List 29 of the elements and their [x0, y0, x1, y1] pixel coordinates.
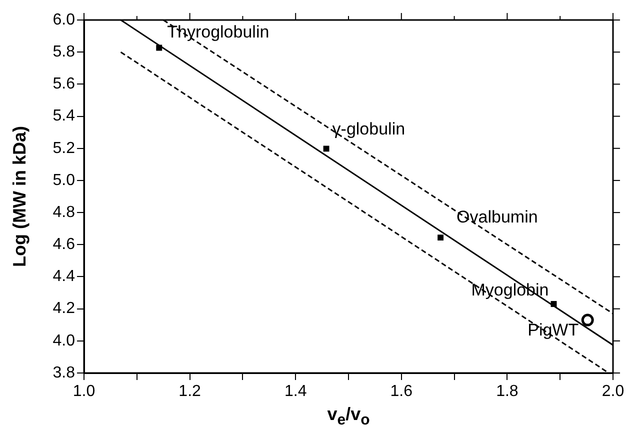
annotation: γ-globulin: [332, 119, 406, 138]
y-tick-label: 4.2: [52, 300, 76, 318]
x-tick-label: 2.0: [602, 383, 624, 400]
point: [438, 234, 444, 241]
x-tick-label: 1.0: [72, 383, 96, 400]
x-tick-label: 1.6: [390, 383, 413, 400]
point: [323, 146, 330, 152]
x-tick-label: 1.8: [496, 383, 518, 400]
y-tick-label: 4.8: [52, 204, 76, 221]
x-axis-title: v$_{e}$/v$_{o}$: [326, 404, 371, 429]
annotation: Thyroglobulin: [167, 22, 270, 42]
annotation: PigWT: [528, 320, 579, 340]
x-tick-label: 1.2: [178, 383, 202, 400]
x-tick-label: 1.4: [284, 383, 307, 400]
y-tick-label: 5.8: [52, 43, 76, 60]
point: [581, 314, 594, 326]
y-tick-label: 5.6: [52, 76, 76, 93]
point: [156, 44, 162, 51]
y-tick-label: 4.4: [52, 268, 76, 286]
y-tick-label: 3.8: [52, 364, 76, 382]
y-tick-label: 4.6: [52, 236, 76, 254]
annotation: Ovalbumin: [456, 207, 538, 226]
y-tick-label: 5.0: [52, 172, 76, 189]
y-tick-label: 5.4: [52, 108, 76, 125]
y-tick-label: 4.0: [52, 332, 76, 350]
y-axis-title: Log (MW in kDa): [10, 125, 30, 269]
y-tick-label: 6.0: [52, 11, 76, 28]
y-tick-label: 5.2: [52, 140, 76, 157]
point: [550, 301, 557, 307]
